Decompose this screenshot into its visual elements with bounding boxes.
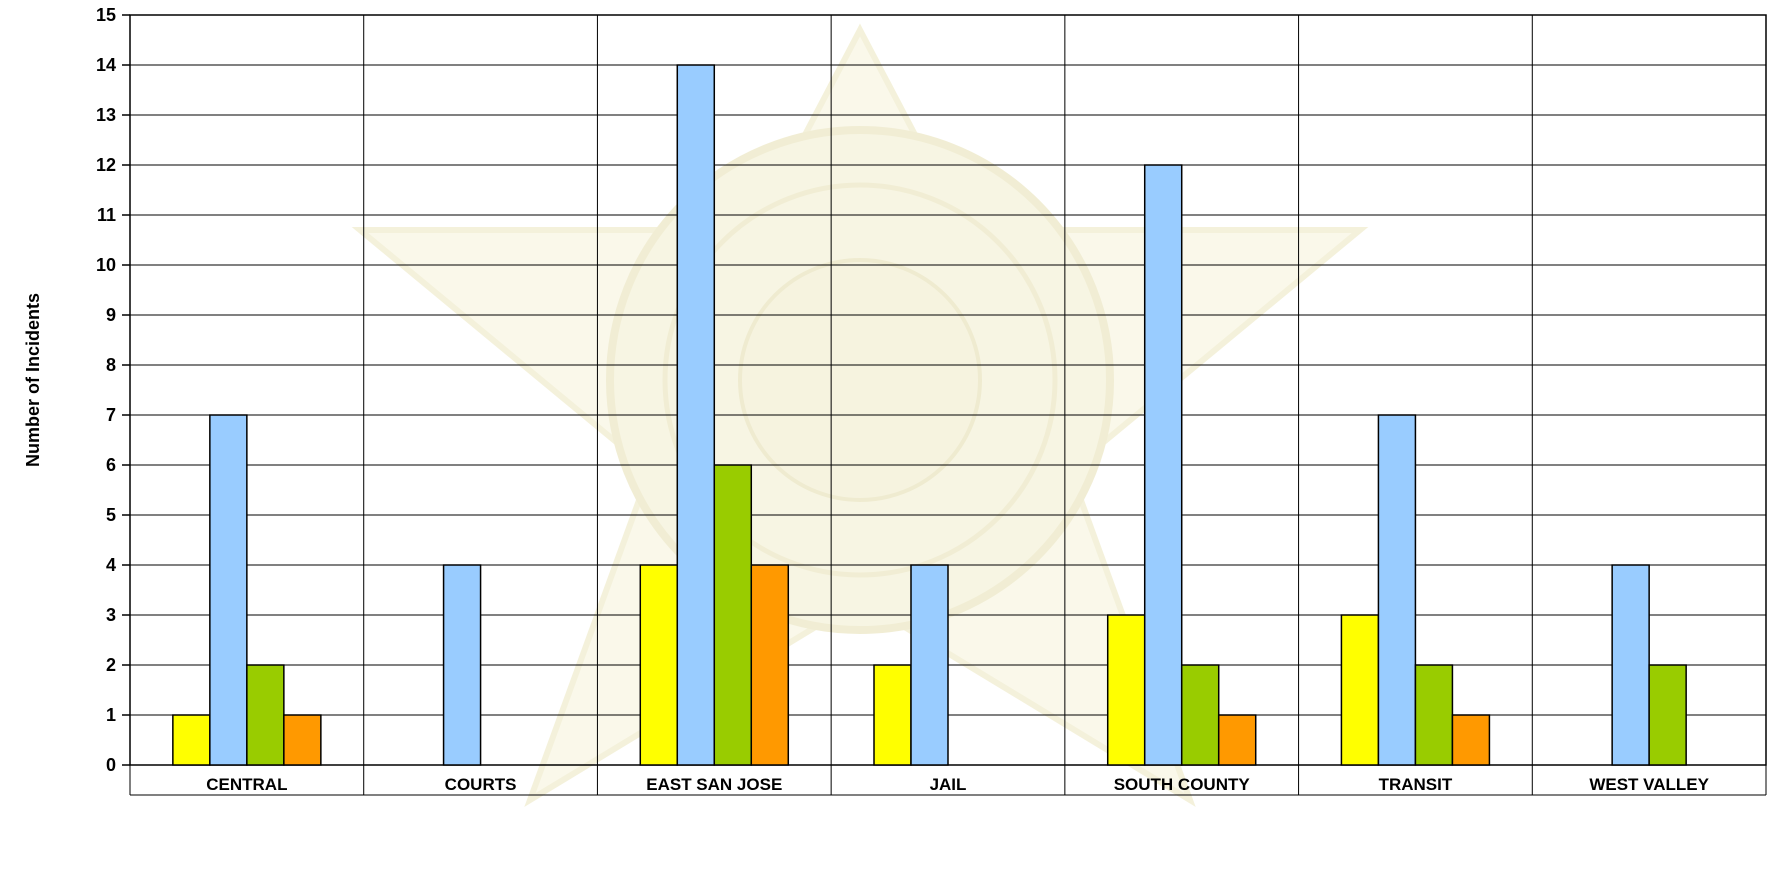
category-label: TRANSIT [1379, 775, 1453, 794]
y-tick-label: 3 [106, 605, 116, 625]
bar [1648, 664, 1687, 766]
y-tick-label: 14 [96, 55, 116, 75]
bar [1611, 564, 1650, 766]
bar [1143, 164, 1183, 766]
bar [442, 564, 482, 766]
y-tick-label: 13 [96, 105, 116, 125]
bar [209, 414, 248, 766]
bar [1180, 664, 1220, 766]
badge-inner-ring [662, 182, 1058, 578]
bar [1106, 614, 1146, 766]
category-label: COURTS [445, 775, 517, 794]
y-tick-label: 4 [106, 555, 116, 575]
y-tick-label: 6 [106, 455, 116, 475]
bar [283, 714, 322, 766]
bar [639, 564, 679, 766]
y-tick-label: 2 [106, 655, 116, 675]
category-label: JAIL [930, 775, 967, 794]
y-tick-label: 9 [106, 305, 116, 325]
bar [910, 564, 949, 766]
bar [172, 714, 211, 766]
bar [246, 664, 285, 766]
bar [713, 464, 753, 766]
bar [1451, 714, 1491, 766]
y-tick-label: 10 [96, 255, 116, 275]
bar [750, 564, 790, 766]
y-tick-label: 5 [106, 505, 116, 525]
bar [1217, 714, 1257, 766]
bar [1414, 664, 1454, 766]
bar [1377, 414, 1417, 766]
badge-center-seal [738, 258, 982, 502]
category-label: EAST SAN JOSE [646, 775, 782, 794]
y-tick-label: 1 [106, 705, 116, 725]
category-label: SOUTH COUNTY [1114, 775, 1251, 794]
y-tick-label: 8 [106, 355, 116, 375]
bar [676, 64, 716, 766]
y-axis-title: Number of Incidents [23, 293, 43, 467]
y-tick-label: 7 [106, 405, 116, 425]
bar [1340, 614, 1380, 766]
y-tick-label: 15 [96, 5, 116, 25]
category-label: CENTRAL [206, 775, 287, 794]
category-label: WEST VALLEY [1589, 775, 1709, 794]
y-tick-label: 11 [97, 205, 116, 225]
bar [873, 664, 912, 766]
y-tick-label: 12 [96, 155, 116, 175]
y-tick-label: 0 [106, 755, 116, 775]
